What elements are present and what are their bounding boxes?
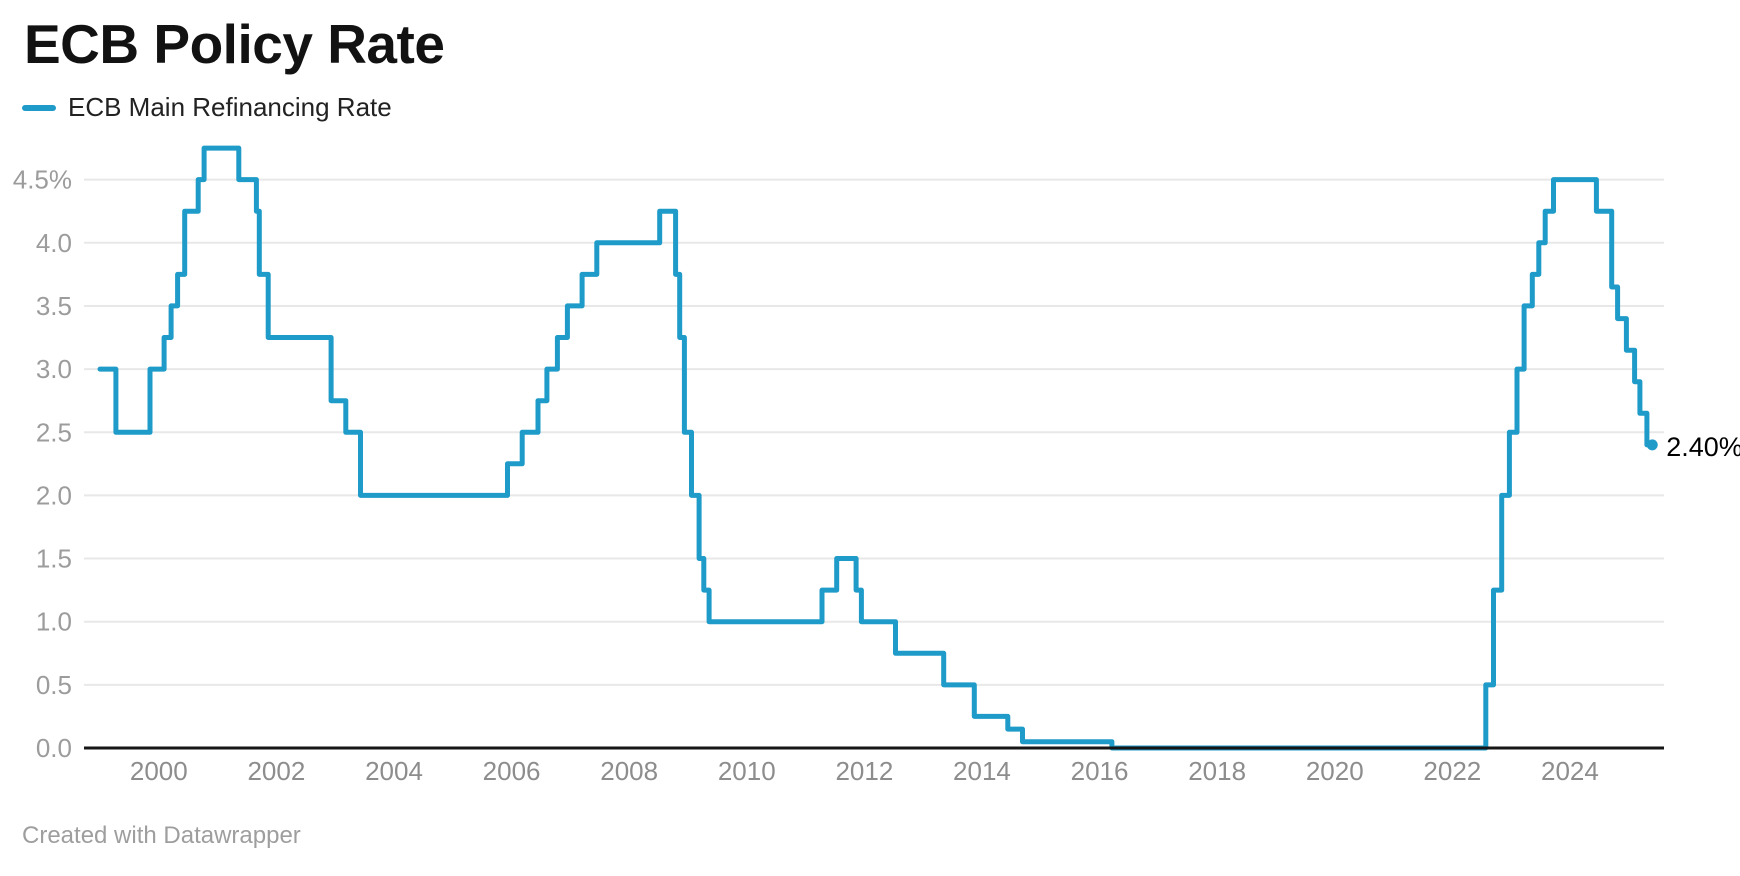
x-axis-label: 2024 <box>1541 756 1599 786</box>
y-axis-label: 3.5 <box>36 291 72 321</box>
y-axis-label: 3.0 <box>36 354 72 384</box>
legend-label: ECB Main Refinancing Rate <box>68 92 392 122</box>
y-axis-label: 4.5% <box>13 165 72 195</box>
x-axis-label: 2004 <box>365 756 423 786</box>
y-axis-label: 1.0 <box>36 607 72 637</box>
y-axis-label: 1.5 <box>36 544 72 574</box>
x-axis-label: 2018 <box>1188 756 1246 786</box>
chart-title: ECB Policy Rate <box>24 13 445 75</box>
credit-line: Created with Datawrapper <box>22 822 301 849</box>
y-axis-label: 2.0 <box>36 480 72 510</box>
x-axis-label: 2002 <box>247 756 305 786</box>
legend-line-swatch <box>22 104 56 111</box>
x-axis-label: 2022 <box>1423 756 1481 786</box>
legend: ECB Main Refinancing Rate <box>22 92 392 123</box>
x-axis-label: 2012 <box>835 756 893 786</box>
x-axis-label: 2006 <box>483 756 541 786</box>
series-line-ecb-main-refinancing-rate[interactable] <box>97 145 1655 751</box>
y-axis-label: 0.0 <box>36 733 72 763</box>
series-end-value-label: 2.40% <box>1666 432 1740 462</box>
series-end-dot <box>1646 439 1658 451</box>
y-axis-label: 0.5 <box>36 670 72 700</box>
y-axis-label: 4.0 <box>36 228 72 258</box>
x-axis-label: 2016 <box>1071 756 1129 786</box>
x-axis-label: 2000 <box>130 756 188 786</box>
x-axis-label: 2014 <box>953 756 1011 786</box>
x-axis-label: 2020 <box>1306 756 1364 786</box>
y-axis-label: 2.5 <box>36 417 72 447</box>
x-axis-label: 2008 <box>600 756 658 786</box>
x-axis-label: 2010 <box>718 756 776 786</box>
